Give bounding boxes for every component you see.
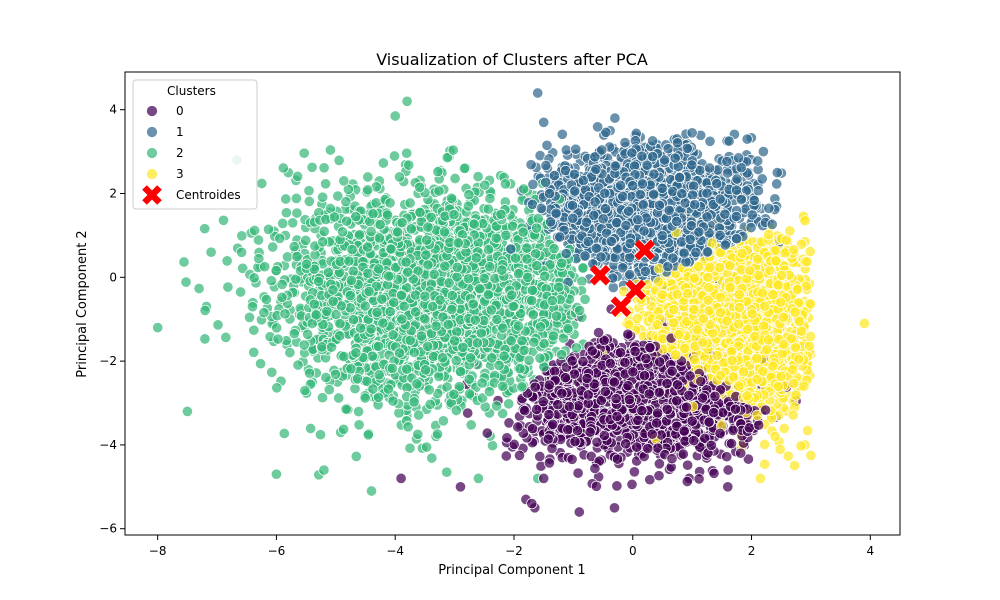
point-cluster-1 <box>538 116 550 128</box>
point-cluster-2 <box>178 256 190 268</box>
point-cluster-2 <box>271 382 283 394</box>
point-cluster-3 <box>759 458 771 470</box>
point-cluster-2 <box>472 171 484 183</box>
point-cluster-2 <box>303 185 315 197</box>
point-cluster-2 <box>217 214 230 226</box>
point-cluster-2 <box>576 275 588 287</box>
point-cluster-2 <box>248 346 260 358</box>
point-cluster-2 <box>255 358 267 370</box>
point-cluster-3 <box>788 460 801 472</box>
point-cluster-2 <box>570 342 582 354</box>
point-cluster-1 <box>757 146 769 158</box>
point-cluster-2 <box>248 272 260 284</box>
point-cluster-2 <box>280 207 292 219</box>
point-cluster-2 <box>486 440 499 452</box>
point-cluster-3 <box>778 422 790 435</box>
point-cluster-2 <box>338 423 350 435</box>
point-cluster-3 <box>784 225 796 237</box>
point-cluster-2 <box>291 207 303 219</box>
point-cluster-2 <box>472 472 484 484</box>
point-cluster-2 <box>266 366 278 378</box>
point-cluster-2 <box>333 154 345 166</box>
point-cluster-2 <box>300 234 312 246</box>
point-cluster-2 <box>437 415 449 427</box>
point-cluster-2 <box>181 405 193 417</box>
point-cluster-2 <box>205 246 217 258</box>
point-cluster-2 <box>333 392 345 404</box>
point-cluster-2 <box>441 466 453 478</box>
point-cluster-2 <box>284 347 296 359</box>
point-cluster-0 <box>722 481 734 493</box>
point-cluster-2 <box>287 217 299 229</box>
point-cluster-0 <box>543 409 555 421</box>
point-cluster-3 <box>804 245 816 258</box>
point-cluster-2 <box>237 262 249 274</box>
point-cluster-3 <box>759 438 771 451</box>
point-cluster-1 <box>560 144 572 156</box>
point-cluster-2 <box>222 281 234 293</box>
point-cluster-2 <box>235 286 247 298</box>
point-cluster-2 <box>298 147 310 159</box>
point-cluster-2 <box>278 427 290 440</box>
point-cluster-2 <box>243 311 256 323</box>
point-cluster-1 <box>609 112 621 124</box>
point-cluster-0 <box>526 498 538 510</box>
point-cluster-0 <box>608 502 621 514</box>
point-cluster-2 <box>199 333 211 345</box>
point-cluster-2 <box>359 392 371 404</box>
point-cluster-2 <box>318 464 330 476</box>
point-cluster-2 <box>236 230 248 242</box>
point-cluster-0 <box>682 459 694 471</box>
point-cluster-2 <box>270 468 282 480</box>
point-cluster-2 <box>236 246 248 258</box>
point-cluster-2 <box>503 398 515 410</box>
point-cluster-2 <box>248 324 260 336</box>
point-cluster-0 <box>534 450 546 463</box>
point-cluster-0 <box>628 466 640 478</box>
point-cluster-2 <box>246 301 259 313</box>
point-cluster-2 <box>458 162 471 174</box>
chart-title: Visualization of Clusters after PCA <box>376 50 648 69</box>
point-cluster-2 <box>305 422 317 435</box>
point-cluster-2 <box>220 331 232 343</box>
point-cluster-0 <box>644 474 656 486</box>
point-cluster-2 <box>271 322 283 334</box>
point-cluster-0 <box>513 449 526 461</box>
point-cluster-2 <box>280 193 292 205</box>
point-cluster-0 <box>395 472 407 484</box>
point-cluster-2 <box>212 319 224 331</box>
point-cluster-2 <box>401 95 413 107</box>
point-cluster-2 <box>402 421 414 433</box>
point-cluster-2 <box>318 225 330 237</box>
point-cluster-3 <box>754 472 766 484</box>
point-cluster-2 <box>152 322 164 334</box>
point-cluster-2 <box>577 262 589 274</box>
points-layer <box>152 87 870 518</box>
point-cluster-3 <box>795 440 807 452</box>
point-cluster-2 <box>256 177 268 190</box>
point-cluster-0 <box>614 347 627 359</box>
point-cluster-2 <box>262 223 275 235</box>
point-cluster-1 <box>771 167 783 179</box>
point-cluster-2 <box>393 407 405 419</box>
point-cluster-0 <box>626 478 638 490</box>
point-cluster-0 <box>611 480 623 492</box>
point-cluster-2 <box>404 197 416 209</box>
point-cluster-2 <box>303 195 315 207</box>
point-cluster-2 <box>199 223 211 235</box>
point-cluster-0 <box>500 450 512 462</box>
point-cluster-1 <box>607 282 619 294</box>
point-cluster-1 <box>752 185 764 197</box>
point-cluster-2 <box>314 429 327 441</box>
point-cluster-0 <box>653 458 665 470</box>
point-cluster-2 <box>267 241 279 253</box>
